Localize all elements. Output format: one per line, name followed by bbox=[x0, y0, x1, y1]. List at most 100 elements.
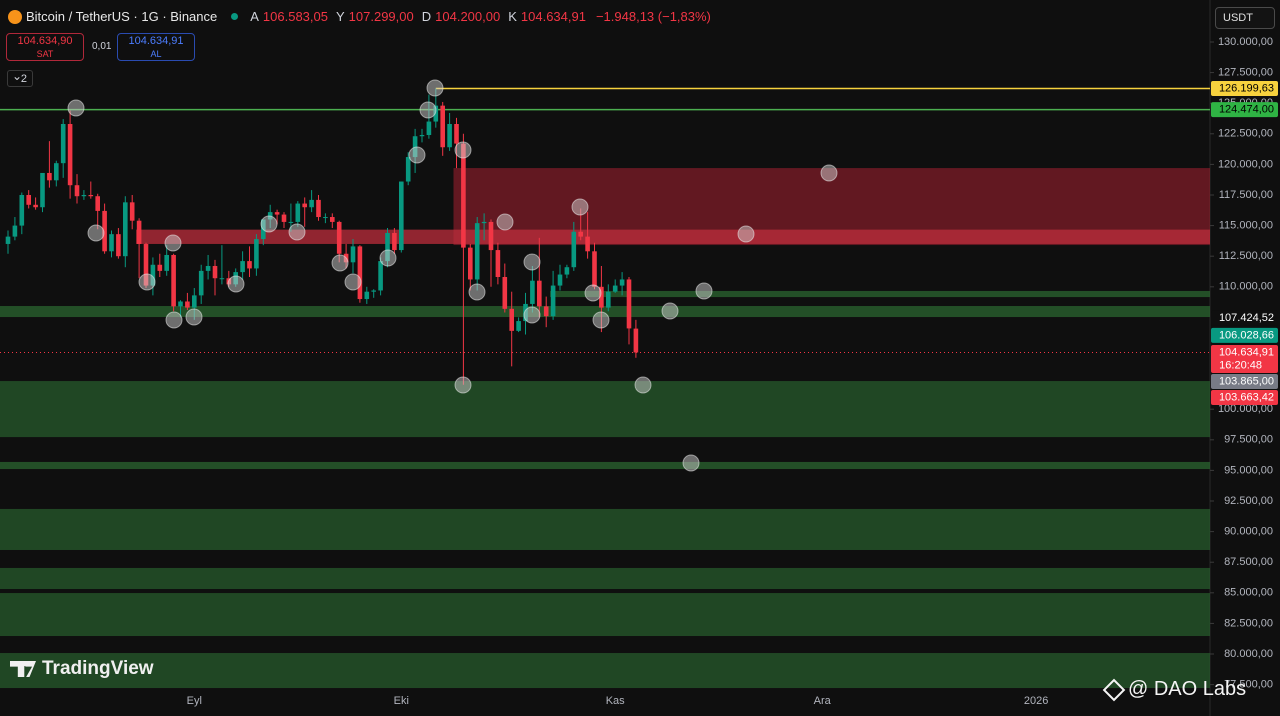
ohlc-value: 107.299,00 bbox=[348, 9, 414, 24]
candle-body bbox=[495, 250, 501, 278]
price-marker-label: 103.865,00 bbox=[1219, 375, 1274, 387]
price-marker bbox=[1211, 344, 1278, 373]
y-tick-label: 87.500,00 bbox=[1224, 556, 1273, 568]
candle-body bbox=[19, 194, 25, 226]
candle-body bbox=[612, 285, 618, 292]
circle bbox=[468, 283, 486, 301]
price-axis: EylEkiKasAra2026130.000,00127.500,00125.… bbox=[187, 36, 1273, 707]
indicator-toggle[interactable]: 2 bbox=[7, 68, 33, 87]
candle-body bbox=[54, 163, 59, 181]
circle bbox=[408, 146, 426, 164]
zone bbox=[0, 381, 1210, 438]
y-tick-label: 77.500,00 bbox=[1224, 679, 1273, 691]
ohlc-value: 104.200,00 bbox=[435, 9, 501, 24]
buy-label: AL bbox=[150, 49, 162, 59]
circle bbox=[426, 79, 444, 97]
candle-body bbox=[240, 261, 245, 273]
candle-body bbox=[461, 143, 466, 248]
candle-body bbox=[143, 243, 149, 286]
circle bbox=[682, 454, 700, 472]
circle bbox=[344, 273, 362, 291]
candle-body bbox=[254, 239, 259, 269]
candle-body bbox=[316, 199, 321, 218]
candle-body bbox=[88, 194, 94, 197]
ohlc-value: 104.634,91 bbox=[520, 9, 586, 24]
candle-body bbox=[474, 223, 480, 280]
candle-body bbox=[5, 236, 11, 244]
candles bbox=[5, 88, 639, 385]
candle-body bbox=[26, 194, 31, 205]
candle-body bbox=[274, 212, 280, 215]
candle-body bbox=[626, 279, 632, 329]
candle-body bbox=[323, 217, 328, 219]
price-marker-label: 103.663,42 bbox=[1219, 391, 1274, 403]
y-tick-label: 90.000,00 bbox=[1224, 526, 1273, 538]
candle-body bbox=[426, 121, 432, 136]
buy-price: 104.634,91 bbox=[128, 35, 184, 47]
currency-select[interactable]: USDT bbox=[1215, 7, 1275, 29]
candle-body bbox=[288, 221, 294, 223]
y-tick-label: 127.500,00 bbox=[1218, 66, 1273, 78]
zone bbox=[136, 229, 1211, 244]
circle bbox=[185, 308, 203, 326]
candle-body bbox=[557, 274, 563, 286]
price-marker bbox=[1211, 327, 1278, 343]
candle-body bbox=[219, 278, 225, 280]
circle bbox=[592, 311, 610, 329]
candle-body bbox=[599, 286, 604, 308]
circle bbox=[571, 198, 589, 216]
candle-body bbox=[371, 290, 376, 292]
y-tick-label: 97.500,00 bbox=[1224, 434, 1273, 446]
y-tick-label: 110.000,00 bbox=[1219, 281, 1273, 293]
price-marker bbox=[1211, 389, 1278, 405]
circle bbox=[227, 275, 245, 293]
coin-icon bbox=[8, 9, 22, 24]
candle-body bbox=[60, 123, 66, 164]
y-tick-label: 130.000,00 bbox=[1218, 36, 1273, 48]
y-tick-label: 100.000,00 bbox=[1218, 403, 1273, 415]
candle-body bbox=[281, 214, 287, 222]
candle-body bbox=[468, 247, 473, 280]
circle bbox=[419, 101, 437, 119]
price-marker-label: 126.199,63 bbox=[1219, 82, 1274, 94]
tradingview-logo: TradingView bbox=[10, 658, 154, 680]
candle-body bbox=[564, 267, 570, 275]
y-tick-label: 112.500,00 bbox=[1219, 250, 1273, 262]
price-marker-label: 106.028,66 bbox=[1219, 329, 1274, 341]
candle-body bbox=[157, 264, 163, 271]
circle bbox=[331, 254, 349, 272]
candle-body bbox=[385, 232, 390, 262]
price-markers: 126.199,63 124.474,00 107.424,52 106.028,66… bbox=[1211, 81, 1278, 405]
spread: 0,01 bbox=[92, 41, 112, 52]
price-marker bbox=[1211, 373, 1278, 389]
candle-body bbox=[433, 105, 439, 122]
candle-body bbox=[488, 221, 494, 251]
zone bbox=[0, 306, 1210, 318]
candle-body bbox=[399, 181, 404, 251]
candle-body bbox=[33, 204, 38, 208]
candle-body bbox=[364, 291, 370, 300]
ohlc-key: A bbox=[250, 9, 259, 24]
candle-body bbox=[129, 202, 135, 221]
zone bbox=[550, 290, 1210, 298]
candle-body bbox=[447, 123, 452, 148]
price-marker-label: 124.474,00 bbox=[1219, 104, 1274, 116]
candle-body bbox=[619, 279, 625, 286]
candle-body bbox=[543, 306, 549, 317]
buy-button[interactable]: 104.634,91 AL bbox=[117, 33, 195, 61]
sell-button[interactable]: 104.634,90 SAT bbox=[6, 33, 84, 61]
zone bbox=[0, 461, 1210, 470]
price-marker bbox=[1211, 81, 1278, 97]
circle bbox=[661, 302, 679, 320]
candle-body bbox=[585, 236, 590, 252]
circle bbox=[737, 225, 755, 243]
candle-body bbox=[405, 157, 411, 182]
x-tick-label: Kas bbox=[606, 695, 625, 707]
zone bbox=[0, 593, 1210, 637]
candle-body bbox=[392, 232, 397, 251]
circle bbox=[288, 223, 306, 241]
circle bbox=[67, 99, 85, 117]
candle-body bbox=[205, 265, 211, 271]
candle-body bbox=[440, 105, 445, 148]
candle-body bbox=[192, 295, 197, 308]
